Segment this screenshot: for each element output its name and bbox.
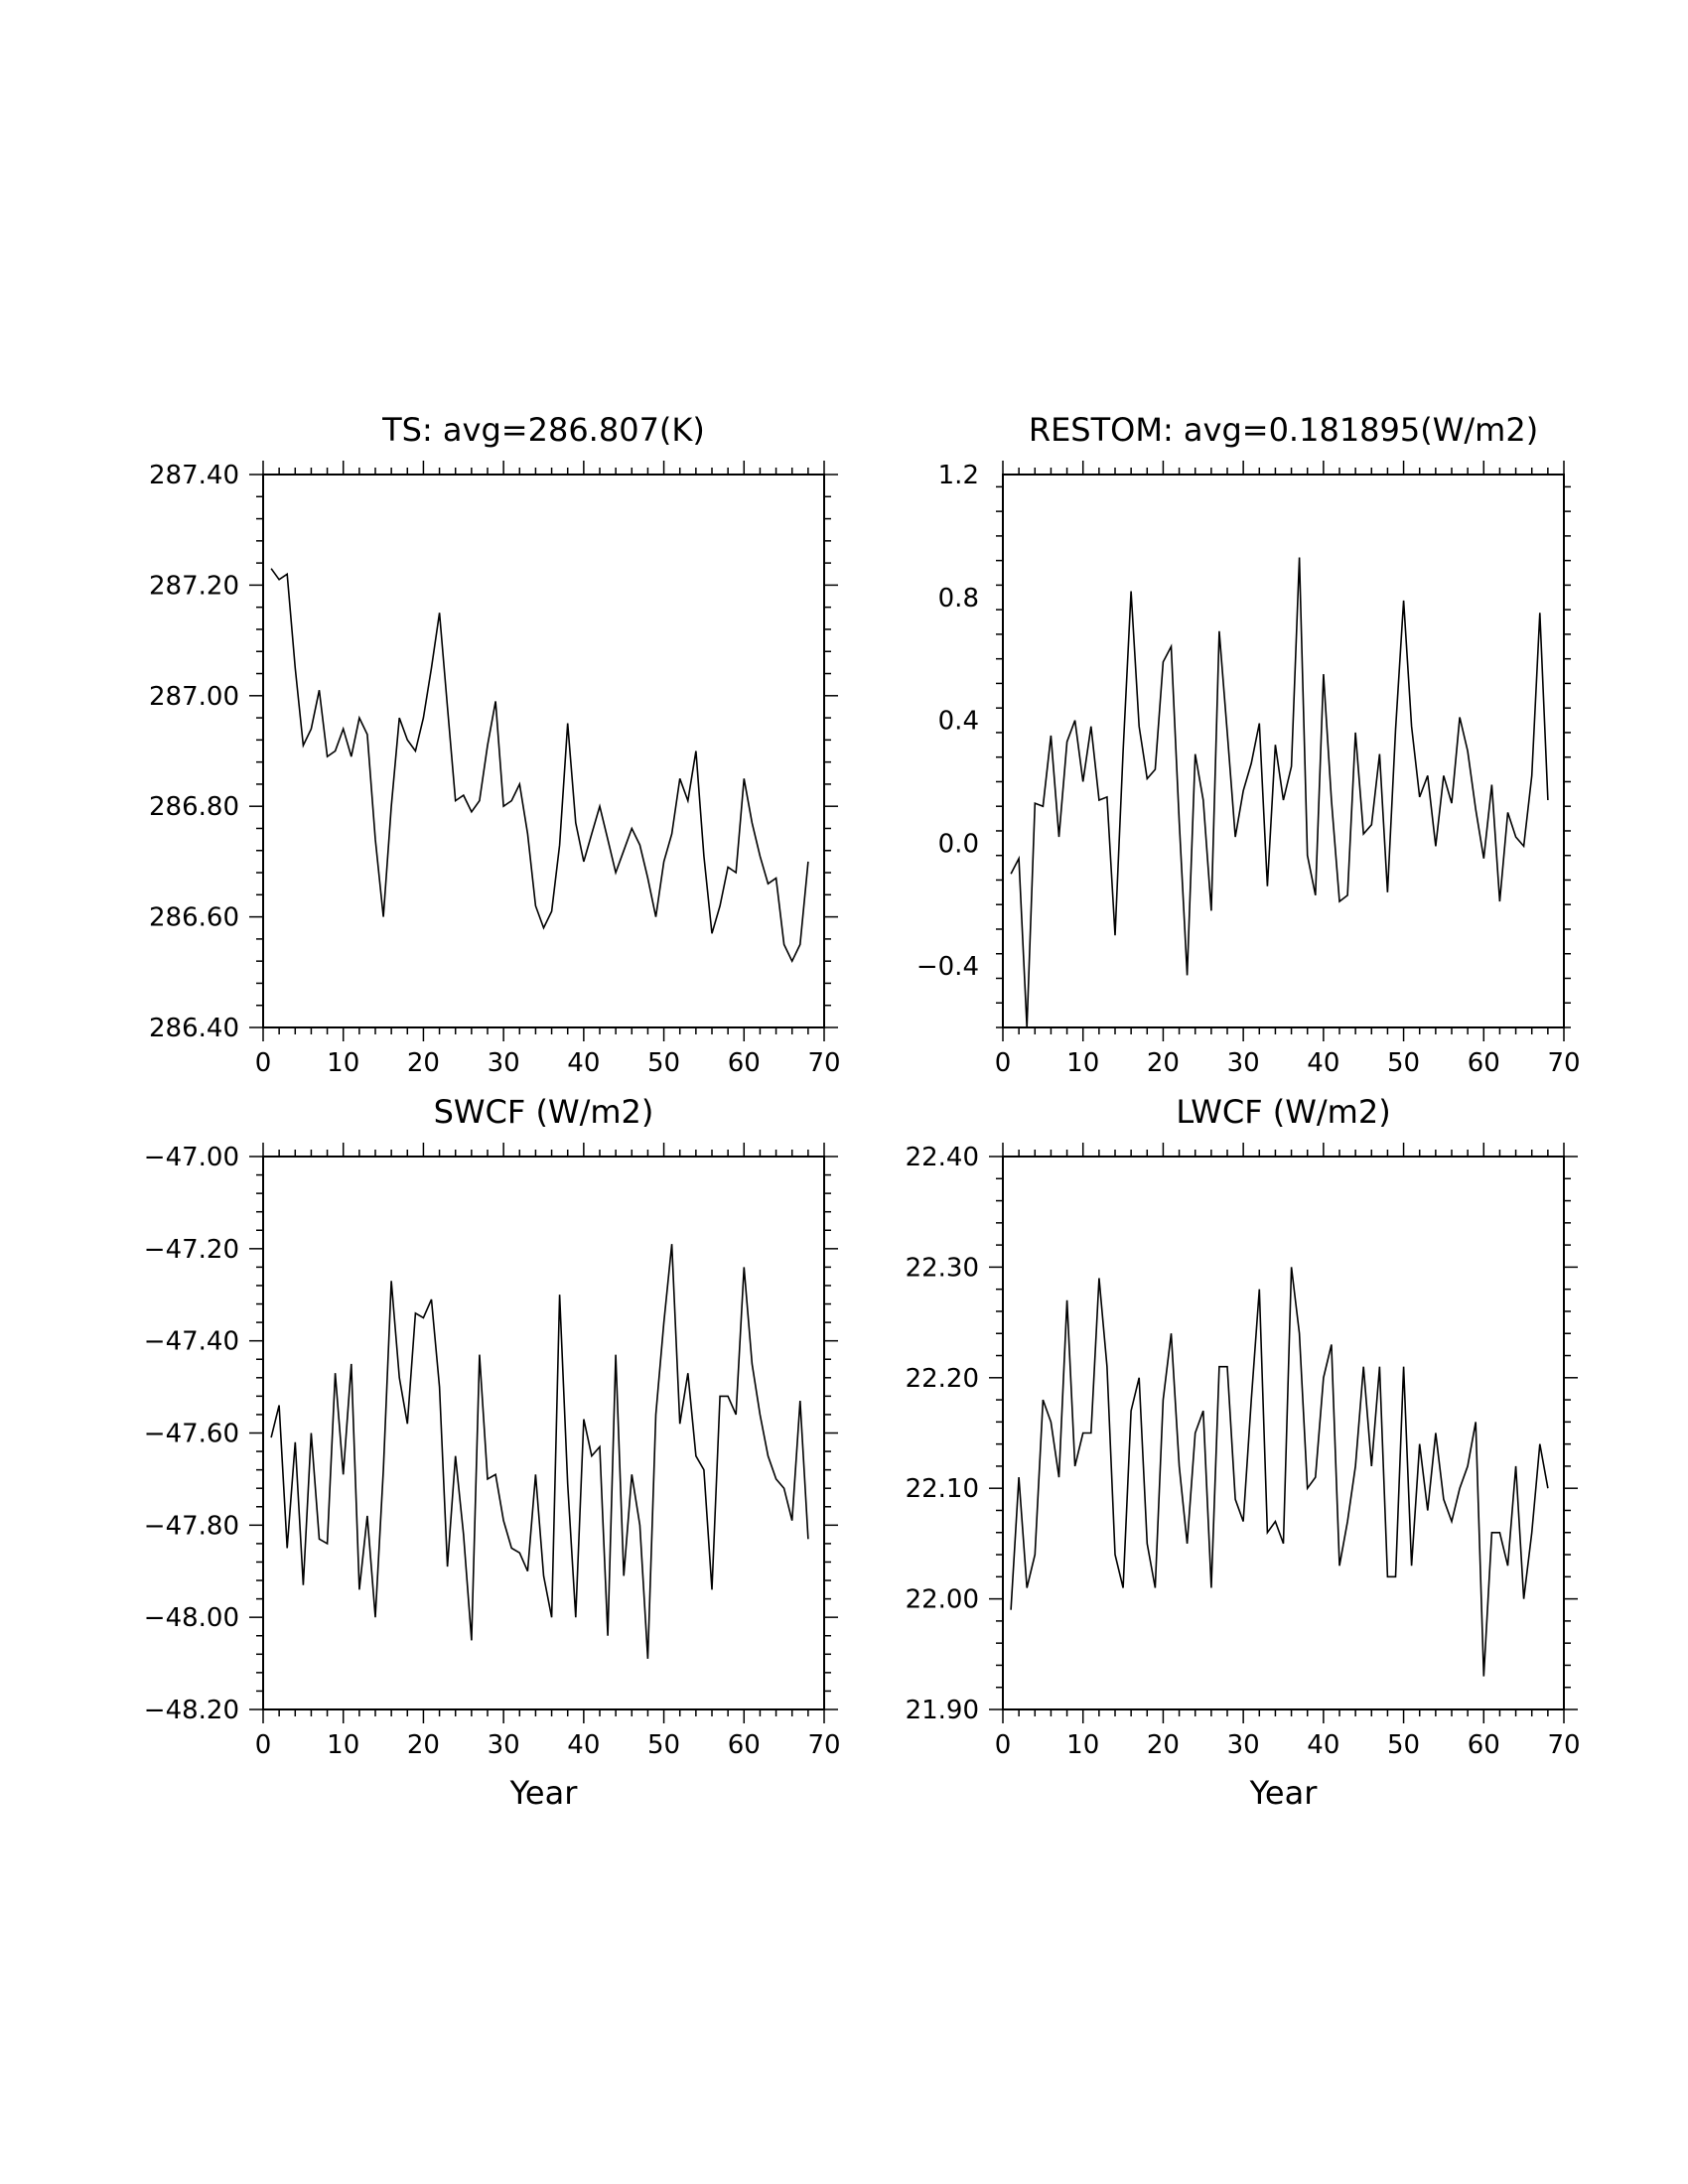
chart-1-frame [1002,474,1565,1028]
chart-0-ytick-label: 286.60 [149,903,239,933]
chart-3-xtick-label: 40 [1307,1730,1339,1760]
chart-3-xtick-label: 10 [1066,1730,1099,1760]
chart-2-xtick-label: 0 [255,1730,272,1760]
chart-1-xtick-label: 40 [1307,1048,1339,1078]
chart-1-xtick-label: 60 [1468,1048,1500,1078]
chart-0-xtick-label: 0 [255,1048,272,1078]
chart-2-ytick-label: −48.00 [144,1603,239,1633]
chart-3-series-line [1010,1267,1549,1677]
chart-2-xtick-label: 40 [567,1730,600,1760]
chart-3-xtick-label: 50 [1387,1730,1420,1760]
chart-1-ytick-label: −0.4 [916,952,979,982]
chart-1-xtick-label: 0 [995,1048,1012,1078]
chart-0-ytick-label: 287.40 [149,461,239,490]
chart-3-xtick-label: 60 [1468,1730,1500,1760]
chart-0-xtick-label: 70 [807,1048,840,1078]
chart-0-title: TS: avg=286.807(K) [381,411,705,449]
chart-3-ytick-label: 22.00 [906,1585,979,1615]
chart-1-ytick-label: 0.4 [938,707,979,737]
chart-2-xtick-label: 50 [647,1730,680,1760]
chart-0-ytick-label: 286.80 [149,792,239,822]
chart-0-xtick-label: 30 [488,1048,520,1078]
chart-3-ytick-label: 22.20 [906,1364,979,1394]
chart-1-xtick-label: 20 [1147,1048,1180,1078]
chart-2-xlabel: Year [509,1774,579,1812]
chart-3-xtick-label: 20 [1147,1730,1180,1760]
chart-2-ytick-label: −48.20 [144,1696,239,1725]
chart-1-xtick-label: 50 [1387,1048,1420,1078]
chart-1-xtick-label: 30 [1227,1048,1260,1078]
panel-restom: RESTOM: avg=0.181895(W/m2) 0 10 20 30 40 50 60 7… [916,411,1581,1078]
chart-3-ytick-label: 22.30 [906,1253,979,1283]
chart-3-title: LWCF (W/m2) [1176,1093,1390,1131]
chart-2-ytick-label: −47.80 [144,1511,239,1541]
chart-0-xtick-label: 50 [647,1048,680,1078]
chart-2-series-line [270,1244,809,1659]
chart-3-ytick-label: 22.40 [906,1143,979,1172]
chart-3-xtick-label: 30 [1227,1730,1260,1760]
chart-2-ytick-label: −47.40 [144,1327,239,1357]
chart-3-xtick-label: 70 [1547,1730,1580,1760]
chart-0-ytick-label: 287.20 [149,571,239,601]
chart-0-xtick-label: 60 [728,1048,761,1078]
panel-lwcf: LWCF (W/m2) 0 10 20 30 40 50 60 70 21.90 22.00 22.1… [906,1093,1581,1812]
chart-2-ytick-label: −47.00 [144,1143,239,1172]
chart-0-series-line [270,568,809,964]
chart-0-xtick-label: 20 [407,1048,440,1078]
chart-3-xlabel: Year [1249,1774,1319,1812]
chart-2-title: SWCF (W/m2) [434,1093,654,1131]
chart-1-title: RESTOM: avg=0.181895(W/m2) [1029,411,1538,449]
chart-3-ytick-label: 22.10 [906,1474,979,1504]
chart-1-xtick-label: 10 [1066,1048,1099,1078]
chart-0-ytick-label: 286.40 [149,1014,239,1043]
panel-ts: TS: avg=286.807(K) 0 10 20 30 40 50 60 70 286.40 2… [149,411,841,1078]
chart-2-xtick-label: 70 [807,1730,840,1760]
chart-2-xtick-label: 60 [728,1730,761,1760]
chart-2-ytick-label: −47.60 [144,1420,239,1449]
chart-1-series-line [1010,557,1549,1027]
chart-1-ytick-label: 1.2 [938,461,979,490]
chart-0-frame [262,474,825,1028]
chart-1-ytick-label: 0.8 [938,584,979,614]
chart-2-xtick-label: 20 [407,1730,440,1760]
panel-swcf: SWCF (W/m2) 0 10 20 30 40 50 60 70 −48.20 −48.00 −4… [144,1093,841,1812]
chart-0-ytick-label: 287.00 [149,682,239,712]
chart-0-xtick-label: 10 [327,1048,359,1078]
chart-2-xtick-label: 10 [327,1730,359,1760]
chart-1-xtick-label: 70 [1547,1048,1580,1078]
chart-1-ytick-label: 0.0 [938,829,979,859]
chart-3-ytick-label: 21.90 [906,1696,979,1725]
chart-0-xtick-label: 40 [567,1048,600,1078]
chart-2-xtick-label: 30 [488,1730,520,1760]
chart-3-frame [1002,1156,1565,1710]
chart-3-xtick-label: 0 [995,1730,1012,1760]
chart-2-ytick-label: −47.20 [144,1235,239,1265]
